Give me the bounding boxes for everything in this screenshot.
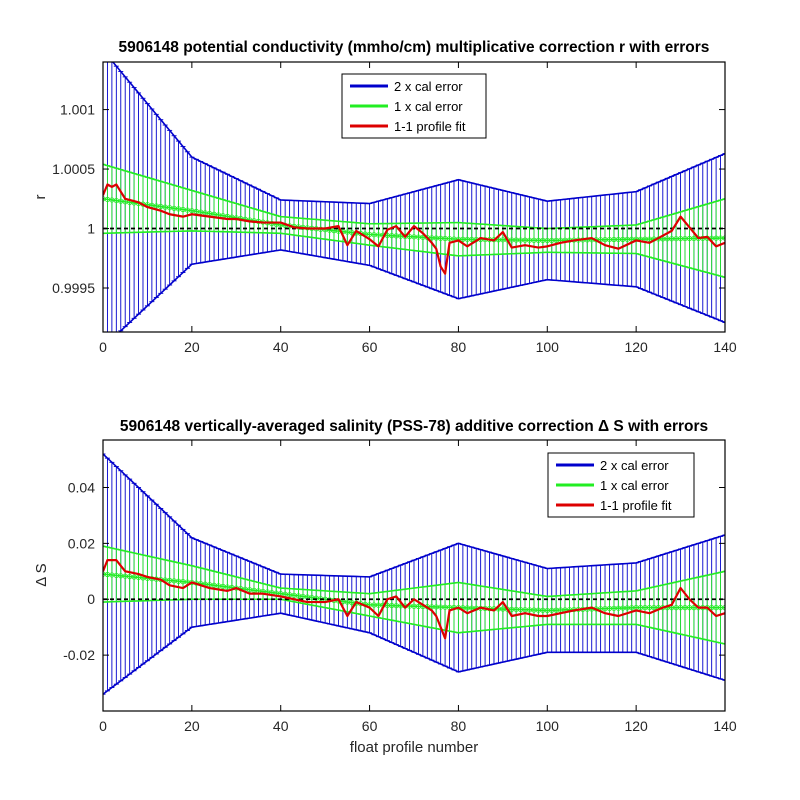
x-tick-label: 100 bbox=[536, 339, 560, 355]
y-tick-label: 0 bbox=[87, 591, 95, 607]
x-tick-label: 100 bbox=[536, 718, 560, 734]
lower-2x-envelope bbox=[103, 612, 725, 695]
y-tick-label: -0.02 bbox=[63, 647, 95, 663]
y-tick-label: 1 bbox=[87, 221, 95, 237]
x-tick-label: 20 bbox=[184, 339, 200, 355]
y-tick-label: 0.02 bbox=[68, 535, 95, 551]
y-tick-label: 1.0005 bbox=[52, 161, 95, 177]
legend-label-1x: 1 x cal error bbox=[600, 478, 669, 493]
x-tick-label: 40 bbox=[273, 339, 289, 355]
axes-frame bbox=[102, 61, 726, 333]
x-tick-label: 120 bbox=[624, 718, 648, 734]
chart-title: 5906148 vertically-averaged salinity (PS… bbox=[120, 418, 708, 435]
x-tick-label: 140 bbox=[713, 339, 737, 355]
mean-fit-line bbox=[103, 197, 725, 242]
x-tick-label: 140 bbox=[713, 718, 737, 734]
x-tick-label: 20 bbox=[184, 718, 200, 734]
legend: 2 x cal error 1 x cal error 1-1 profile … bbox=[547, 452, 695, 518]
chart-salinity-correction: 5906148 vertically-averaged salinity (PS… bbox=[33, 418, 737, 756]
profile-fit-line bbox=[103, 183, 725, 275]
lower-1x-envelope bbox=[103, 598, 725, 645]
profile-fit-layer bbox=[103, 559, 725, 640]
mean-fit-line bbox=[103, 573, 725, 612]
legend-label-fit: 1-1 profile fit bbox=[394, 119, 466, 134]
lower-2x-envelope bbox=[118, 249, 725, 332]
upper-2x-envelope bbox=[111, 62, 725, 205]
lower-1x-envelope bbox=[103, 230, 725, 279]
x-tick-label: 80 bbox=[451, 718, 467, 734]
x-tick-label: 0 bbox=[99, 718, 107, 734]
chart-title: 5906148 potential conductivity (mmho/cm)… bbox=[119, 39, 710, 56]
y-tick-label: 0.9995 bbox=[52, 280, 95, 296]
error-bars-1x bbox=[103, 545, 725, 645]
x-tick-label: 0 bbox=[99, 339, 107, 355]
x-tick-label: 40 bbox=[273, 718, 289, 734]
profile-fit-line bbox=[103, 559, 725, 640]
y-axis-label: Δ S bbox=[33, 563, 50, 586]
upper-1x-envelope bbox=[103, 545, 725, 598]
profile-fit-layer bbox=[103, 183, 725, 275]
legend: 2 x cal error 1 x cal error 1-1 profile … bbox=[341, 73, 487, 139]
y-axis-label: r bbox=[32, 195, 49, 200]
x-tick-label: 60 bbox=[362, 718, 378, 734]
chart-conductivity-correction: 5906148 potential conductivity (mmho/cm)… bbox=[32, 39, 737, 355]
y-tick-label: 1.001 bbox=[60, 102, 95, 118]
x-tick-label: 60 bbox=[362, 339, 378, 355]
legend-label-2x: 2 x cal error bbox=[600, 458, 669, 473]
legend-label-1x: 1 x cal error bbox=[394, 99, 463, 114]
axes: 0 20 40 60 80 100 120 140 -0.02 0 0.02 0.04 bbox=[63, 439, 737, 734]
axes: 0 20 40 60 80 100 120 140 0.9995 1 1.0005 1.001 bbox=[52, 61, 737, 355]
y-tick-label: 0.04 bbox=[68, 479, 95, 495]
legend-label-2x: 2 x cal error bbox=[394, 79, 463, 94]
legend-label-fit: 1-1 profile fit bbox=[600, 498, 672, 513]
axes-frame bbox=[102, 439, 726, 712]
upper-2x-envelope bbox=[103, 453, 725, 578]
x-tick-label: 120 bbox=[624, 339, 648, 355]
x-axis-label: float profile number bbox=[350, 739, 478, 756]
upper-1x-envelope bbox=[103, 163, 725, 230]
x-tick-label: 80 bbox=[451, 339, 467, 355]
